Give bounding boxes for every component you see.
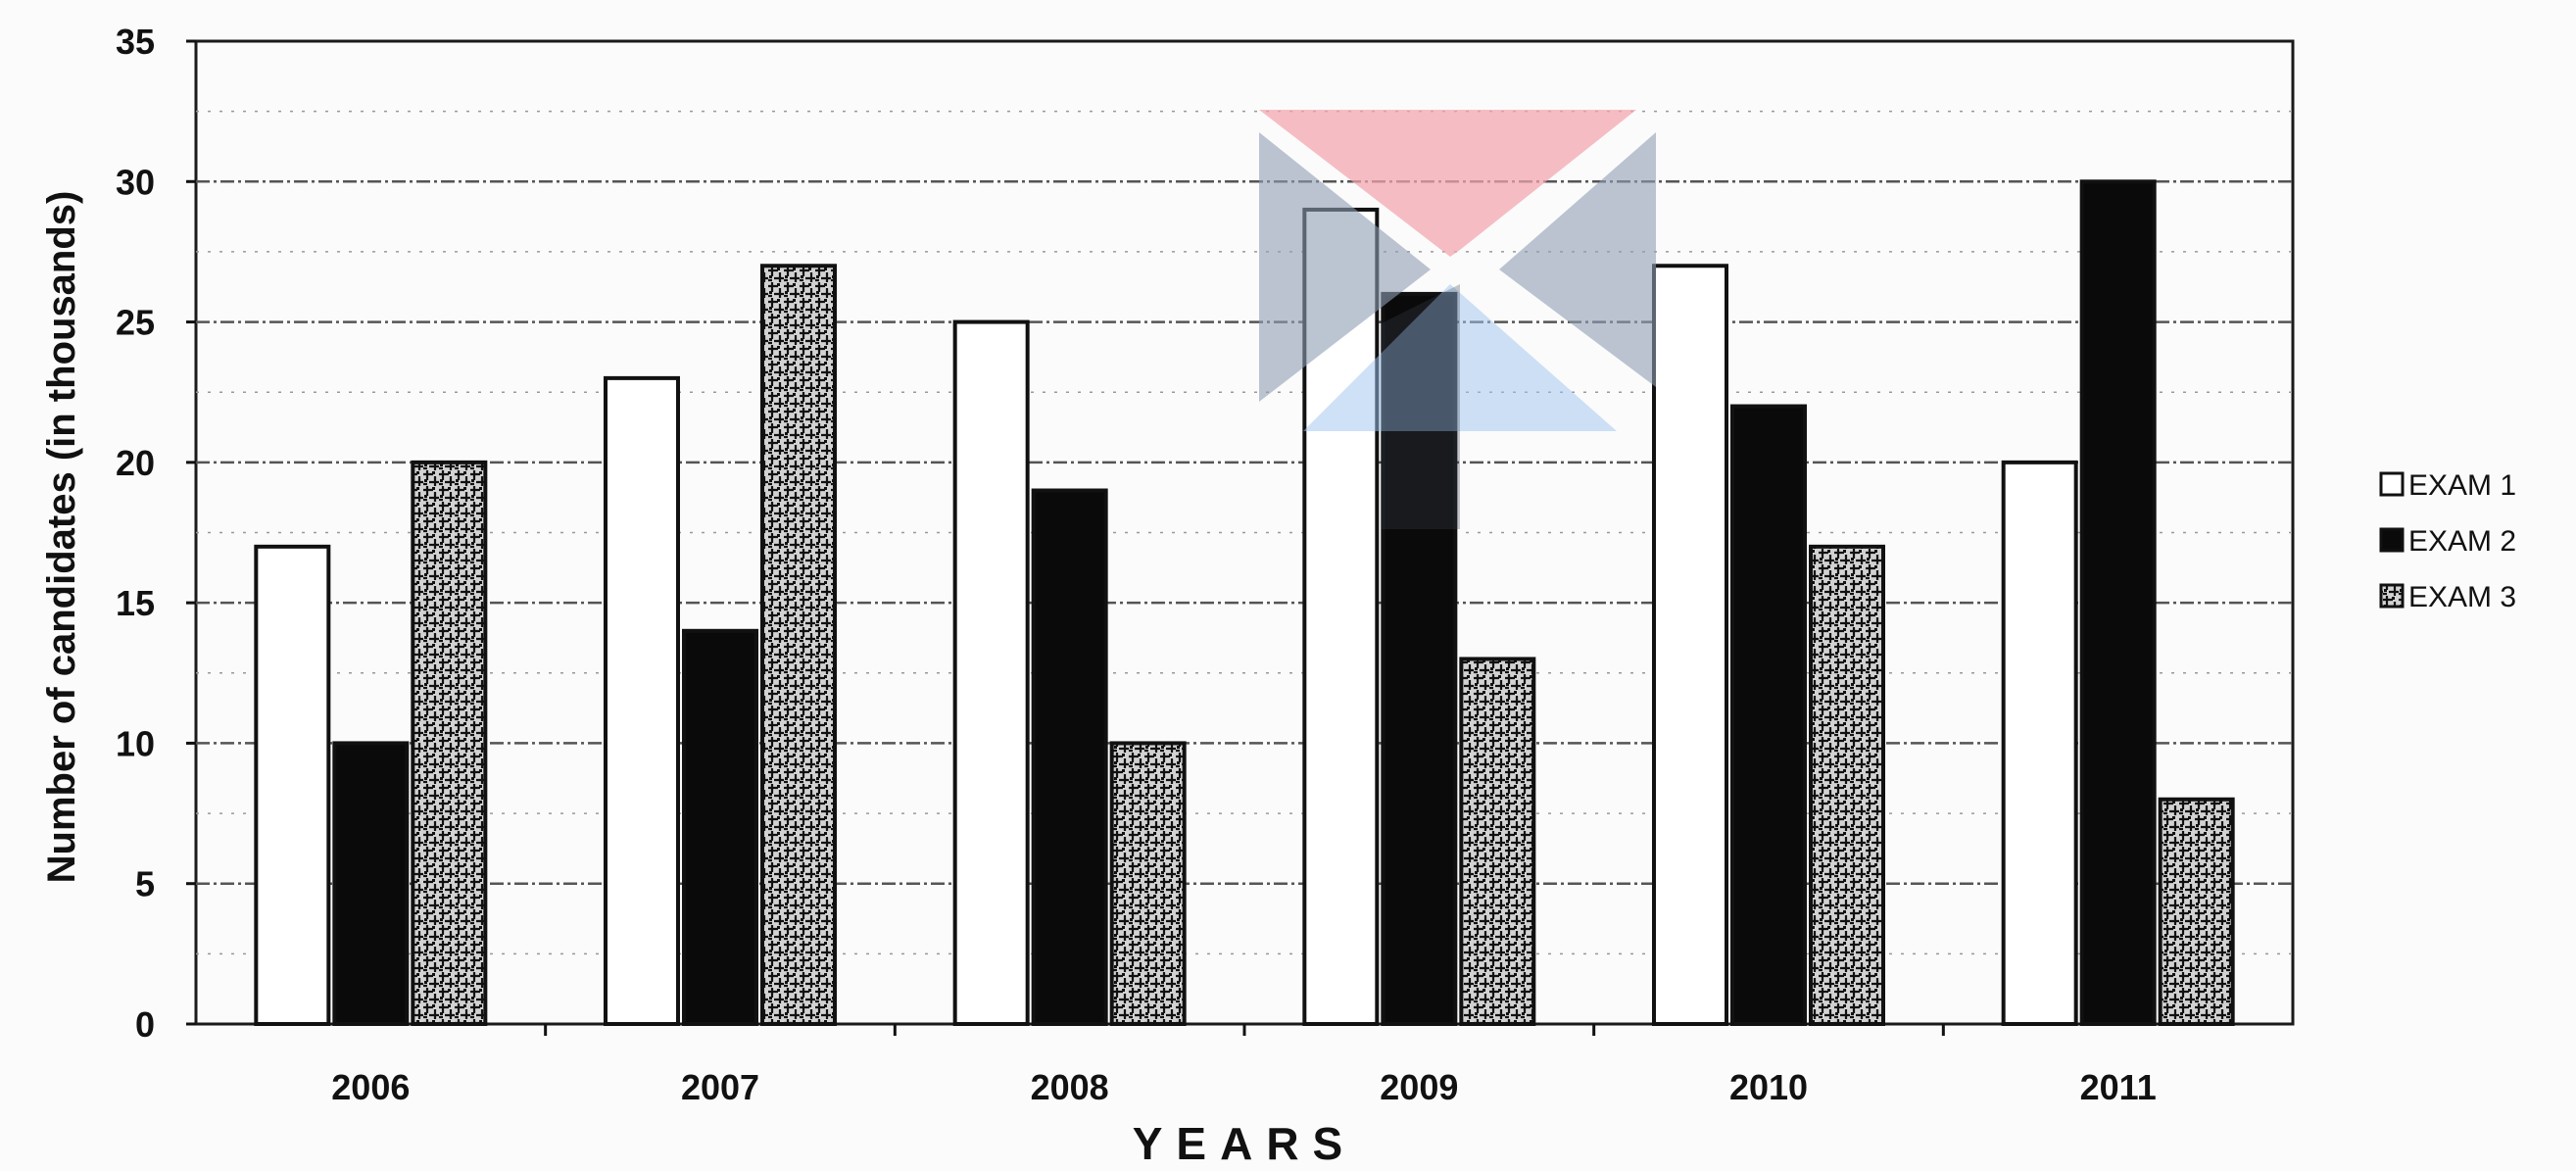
bar-exam2-2007 (682, 628, 758, 1026)
bar-exam2-2008 (1031, 488, 1108, 1026)
bar-exam1-2006 (254, 544, 331, 1026)
bar-exam1-2008 (952, 319, 1030, 1027)
y-axis-ticks: 0 5 10 15 20 25 30 35 (116, 22, 196, 1045)
legend-swatch-exam3 (2379, 583, 2405, 609)
x-axis-title: YEARS (1133, 1118, 1356, 1166)
y-tick-label: 15 (116, 583, 155, 623)
bar-exam3-2008 (1109, 741, 1187, 1027)
bar-exam3-2010 (1809, 544, 1885, 1026)
x-axis-ticks: 2006 2007 2008 2009 2010 2011 (331, 1024, 2157, 1107)
bar-exam3-2007 (760, 264, 837, 1026)
y-axis-title: Number of candidates (in thousands) (40, 191, 83, 884)
x-tick-label: 2009 (1380, 1067, 1458, 1107)
y-tick-label: 25 (116, 303, 155, 343)
legend-label: EXAM 2 (2408, 525, 2516, 558)
x-tick-label: 2008 (1031, 1067, 1109, 1107)
x-tick-label: 2010 (1729, 1067, 1808, 1107)
bar-exam3-2011 (2158, 797, 2235, 1026)
bar-exam1-2010 (1652, 264, 1728, 1026)
y-tick-label: 0 (135, 1004, 155, 1045)
x-tick-label: 2006 (331, 1067, 410, 1107)
bar-exam3-2006 (411, 460, 488, 1027)
gridlines (196, 110, 2293, 955)
y-tick-label: 10 (116, 723, 155, 763)
bar-exam2-2006 (332, 741, 410, 1027)
legend-label: EXAM 3 (2408, 581, 2516, 613)
y-tick-label: 30 (116, 162, 155, 202)
legend: EXAM 1 EXAM 2 EXAM 3 (2379, 469, 2516, 613)
legend-swatch-exam1 (2379, 471, 2405, 497)
y-tick-label: 20 (116, 443, 155, 483)
x-tick-label: 2007 (681, 1067, 759, 1107)
legend-swatch-exam2 (2379, 527, 2405, 553)
bar-exam1-2009 (1302, 207, 1380, 1026)
bars (254, 179, 2235, 1027)
watermark-logo (1259, 110, 1656, 529)
bar-exam2-2011 (2079, 179, 2157, 1027)
bar-exam1-2011 (2001, 460, 2078, 1027)
x-tick-label: 2011 (2080, 1067, 2157, 1107)
bar-exam3-2009 (1459, 657, 1536, 1026)
legend-label: EXAM 1 (2408, 469, 2516, 502)
y-tick-label: 5 (135, 864, 155, 904)
bar-exam1-2007 (604, 375, 680, 1026)
y-tick-label: 35 (116, 22, 155, 62)
bar-exam2-2010 (1730, 404, 1807, 1026)
